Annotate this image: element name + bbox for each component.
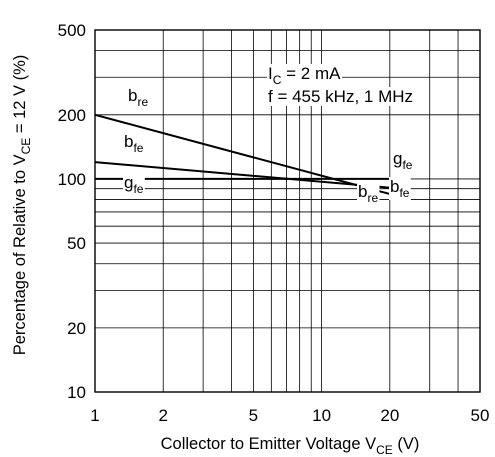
y-tick-label: 10	[67, 383, 86, 402]
label-background	[267, 64, 343, 87]
label-gfe-right: gfe	[393, 149, 413, 172]
label-background	[389, 177, 411, 200]
label-bre-right: bre	[358, 182, 378, 205]
label-gfe-left: gfe	[124, 173, 144, 196]
x-tick-label: 20	[380, 406, 399, 425]
x-tick-label: 2	[158, 406, 167, 425]
x-axis-title: Collector to Emitter Voltage VCE (V)	[161, 435, 420, 457]
tick-labels: 1 2 5 10 20 50 10 20 50 100 200 500	[58, 21, 490, 425]
x-tick-label: 5	[249, 406, 258, 425]
label-background	[123, 132, 145, 155]
label-bfe-left: bfe	[124, 132, 144, 155]
label-background	[392, 149, 414, 172]
label-background	[127, 86, 150, 109]
label-bfe-right: bfe	[390, 177, 410, 200]
y-tick-label: 100	[58, 170, 86, 189]
condition-frequency: f = 455 kHz, 1 MHz	[268, 87, 413, 106]
series-line-bre	[94, 113, 391, 195]
series-line-bfe	[94, 161, 390, 189]
y-axis-title: Percentage of Relative to VCE = 12 V (%)	[11, 55, 33, 356]
x-tick-label: 50	[471, 406, 490, 425]
plot-frame	[94, 29, 481, 393]
condition-collector-current: IC = 2 mA	[268, 64, 341, 87]
y-tick-label: 200	[58, 106, 86, 125]
x-tick-label: 10	[312, 406, 331, 425]
label-background	[267, 87, 415, 106]
x-tick-label: 1	[90, 406, 99, 425]
label-background	[357, 182, 380, 205]
label-bre-left: bre	[128, 86, 148, 109]
label-background	[123, 173, 145, 196]
y-tick-label: 500	[58, 21, 86, 40]
y-tick-label: 20	[67, 319, 86, 338]
y-tick-label: 50	[67, 234, 86, 253]
